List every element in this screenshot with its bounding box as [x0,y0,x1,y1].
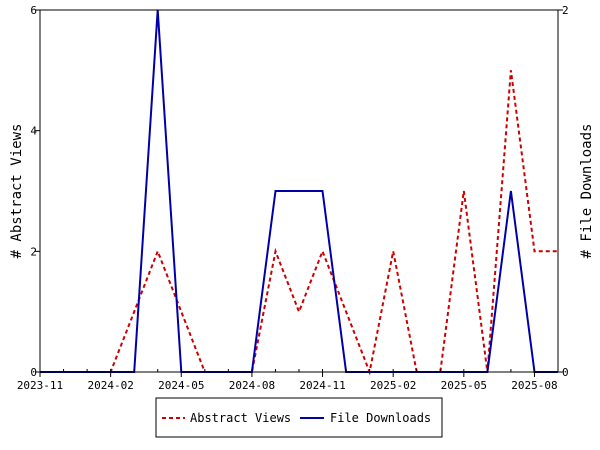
y2-tick-label: 0 [562,366,569,379]
x-tick-label: 2024-08 [229,379,275,392]
y-tick-label: 6 [30,4,37,17]
legend: Abstract Views File Downloads [155,397,443,438]
x-tick-label: 2024-02 [87,379,133,392]
x-axis: 2023-11 2024-02 2024-05 2024-08 2024-11 2025-… [17,369,559,392]
legend-label-file-downloads: File Downloads [330,411,431,425]
y-tick-label: 4 [30,125,37,138]
y-axis-right: 02 [558,4,569,379]
x-tick-label: 2025-05 [441,379,487,392]
x-tick-label: 2023-11 [17,379,63,392]
x-tick-label: 2024-05 [158,379,204,392]
y-axis-title: # Abstract Views [9,124,25,259]
y-tick-label: 2 [30,245,37,258]
y2-axis-title: # File Downloads [579,124,595,259]
y-tick-label: 0 [30,366,37,379]
y2-tick-label: 2 [562,4,569,17]
y-axis-left: 0 2 4 6 [30,4,40,379]
x-tick-label: 2025-02 [370,379,416,392]
legend-label-abstract-views: Abstract Views [190,411,291,425]
plot-lines [40,9,558,376]
x-tick-label: 2024-11 [299,379,345,392]
x-tick-label: 2025-08 [511,379,557,392]
legend-box [155,397,443,438]
series-line-abstract-views [40,70,558,376]
